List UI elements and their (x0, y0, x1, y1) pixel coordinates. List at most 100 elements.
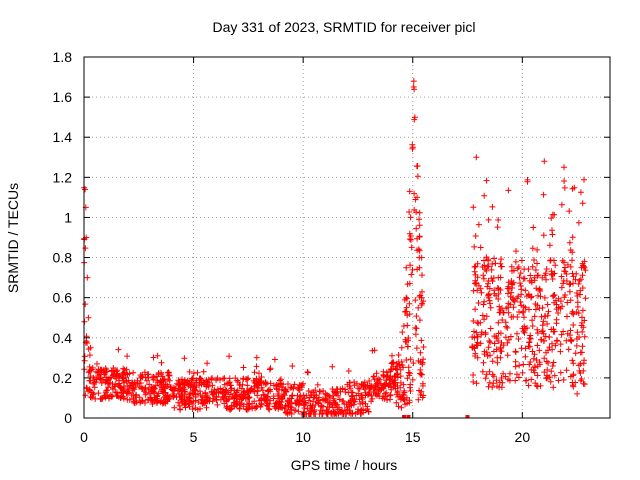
data-point (577, 370, 584, 376)
data-point (526, 361, 533, 368)
data-point (349, 389, 356, 396)
data-point (249, 400, 256, 407)
data-point (512, 348, 519, 355)
data-point (488, 275, 495, 282)
data-point (505, 336, 512, 343)
data-point (234, 387, 241, 394)
data-point (544, 320, 551, 327)
x-tick-label: 0 (80, 429, 88, 445)
data-point (567, 280, 574, 287)
data-point (574, 293, 581, 299)
data-point (413, 313, 420, 320)
data-point (150, 373, 157, 380)
data-point (419, 288, 425, 295)
data-point (203, 383, 210, 390)
data-point (408, 244, 415, 251)
data-point (499, 379, 506, 386)
data-point (258, 397, 265, 404)
data-point (416, 317, 423, 324)
data-point (418, 302, 425, 308)
data-point (170, 394, 177, 401)
data-point (416, 216, 422, 223)
data-point (166, 372, 173, 379)
data-point (526, 339, 533, 346)
data-point (362, 407, 369, 414)
data-point (541, 337, 548, 344)
data-point (292, 407, 299, 414)
data-point (105, 395, 112, 402)
data-point (513, 248, 519, 255)
data-point (109, 393, 116, 400)
data-point (373, 370, 380, 377)
data-point (569, 257, 575, 264)
data-point (346, 410, 353, 416)
data-point (536, 347, 543, 354)
data-point (487, 304, 494, 311)
chart-title: Day 331 of 2023, SRMTID for receiver pic… (213, 19, 476, 35)
data-point (383, 389, 390, 396)
data-point (95, 390, 102, 397)
data-point (495, 217, 502, 223)
data-point (510, 304, 517, 311)
data-point (318, 411, 325, 417)
data-point (342, 411, 349, 417)
data-point (577, 189, 584, 196)
data-point (543, 349, 549, 356)
data-point (203, 377, 210, 384)
data-point (182, 404, 189, 411)
data-point (543, 276, 549, 283)
data-point (541, 158, 548, 165)
data-point (120, 384, 127, 391)
data-point (154, 393, 160, 400)
data-point (177, 406, 183, 413)
data-points (81, 78, 589, 418)
data-point (559, 257, 566, 264)
data-point (474, 333, 481, 340)
data-point (522, 287, 529, 294)
data-point (282, 409, 289, 416)
data-point (82, 392, 89, 399)
data-point (472, 306, 479, 313)
data-point (522, 345, 529, 352)
data-point (416, 233, 423, 240)
data-point (575, 219, 582, 226)
data-point (139, 397, 146, 404)
data-point (561, 164, 567, 171)
data-point (508, 314, 515, 321)
data-point (532, 301, 539, 307)
data-point (546, 242, 553, 249)
y-axis-label: SRMTID / TECUs (5, 183, 21, 293)
data-point (521, 329, 528, 336)
data-point (533, 382, 540, 389)
data-point (279, 393, 286, 400)
data-point (412, 324, 419, 331)
data-point (304, 369, 311, 375)
data-point (525, 266, 532, 273)
data-point (408, 271, 415, 278)
data-point (406, 300, 413, 307)
data-point (539, 274, 546, 281)
data-point (487, 339, 494, 346)
data-point (475, 221, 482, 228)
data-point (339, 385, 346, 392)
data-point (104, 387, 110, 394)
data-point (417, 292, 424, 299)
data-point (87, 373, 94, 380)
data-point (516, 362, 523, 369)
data-point (154, 352, 161, 359)
data-point (498, 256, 505, 263)
data-point (263, 380, 270, 387)
data-point (543, 375, 550, 382)
data-point (181, 355, 188, 362)
data-point (471, 264, 478, 270)
data-point (566, 239, 573, 246)
data-point (477, 340, 484, 347)
data-point (512, 363, 519, 370)
data-point (227, 387, 234, 394)
data-point (200, 368, 207, 375)
data-point (561, 268, 568, 275)
data-point (502, 319, 509, 326)
data-point (87, 367, 94, 374)
data-point (82, 245, 89, 252)
data-point (389, 352, 395, 359)
